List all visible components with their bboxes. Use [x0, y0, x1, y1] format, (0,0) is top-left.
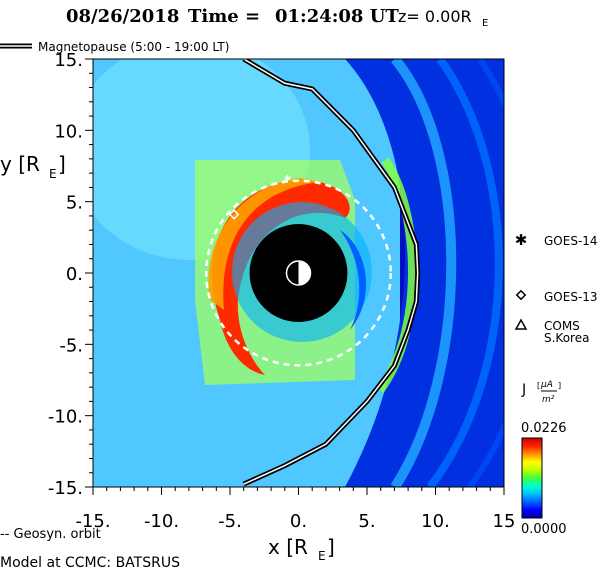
chart-title: 08/26/2018 Time = 01:24:08 UT z= 0.00R E: [66, 6, 488, 29]
legend-goes14: GOES-14: [544, 234, 598, 248]
x-tick-label: 15: [493, 511, 516, 532]
x-tick-label: 0.: [290, 511, 307, 532]
ring-current-edge: [208, 178, 320, 310]
sheath-region: [345, 59, 504, 487]
y-tick-label: 15.: [54, 50, 83, 71]
legend-geosync: -- Geosyn. orbit: [0, 527, 101, 542]
y-tick-label: 10.: [54, 121, 83, 142]
goes14-marker: *: [284, 173, 292, 189]
title-time-label: Time =: [188, 6, 260, 27]
x-tick-label: -10.: [144, 511, 179, 532]
bow-arc-1: [390, 59, 457, 487]
y-tick-label: 5.: [66, 193, 83, 214]
bow-arc-2: [426, 59, 503, 487]
y-tick-label: -5.: [59, 335, 83, 356]
ylabel-sub: E: [49, 167, 57, 181]
ylabel-text: y [R: [0, 152, 40, 176]
y-axis: 15. 10. 5. 0. -5. -10. -15.: [48, 50, 93, 499]
ring-current-hot: [212, 180, 350, 375]
x-tick-label: 5.: [358, 511, 375, 532]
plot-area: *: [93, 59, 504, 487]
colorbar-label: J: [521, 382, 526, 398]
xlabel-text: x [R: [268, 535, 308, 559]
title-z: z= 0.00R: [398, 7, 472, 26]
xlabel-bracket: ]: [327, 535, 335, 559]
xlabel-sub: E: [318, 549, 326, 563]
colorbar-max: 0.0226: [521, 421, 567, 436]
y-tick-label: -15.: [48, 478, 83, 499]
earth-icon: [285, 260, 312, 286]
x-tick-label: -15.: [75, 511, 110, 532]
y-tick-label: -10.: [48, 407, 83, 428]
satellite-legend: ✱ GOES-14 GOES-13 COMS S.Korea: [515, 231, 598, 345]
colorbar-unit-num: μA: [540, 380, 553, 390]
bow-arc-3: [467, 59, 504, 487]
magnetopause-legend: Magnetopause (5:00 - 19:00 LT): [0, 40, 229, 54]
geosync-orbit-circle: [204, 179, 393, 367]
colorbar-bracket-r: ]: [558, 381, 561, 390]
diamond-icon: [515, 289, 527, 301]
magnetopause-line-inner: [243, 59, 419, 485]
colorbar: J [ μA m² ] 0.0226 0.0000: [521, 380, 567, 537]
x-tick-label: -5.: [218, 511, 242, 532]
y-tick-label: 0.: [66, 264, 83, 285]
y-axis-label: y [R E ]: [0, 152, 66, 181]
legend-magnetopause-label: Magnetopause (5:00 - 19:00 LT): [38, 40, 229, 54]
legend-coms-country: S.Korea: [544, 331, 589, 345]
x-tick-label: 10.: [421, 511, 450, 532]
title-date: 08/26/2018: [66, 6, 179, 27]
colorbar-bar: [521, 437, 543, 519]
goes13-marker: [228, 209, 240, 220]
ylabel-bracket: ]: [58, 152, 66, 176]
legend-goes13: GOES-13: [544, 290, 598, 304]
footer-model: Model at CCMC: BATSRUS: [0, 555, 180, 571]
title-time: 01:24:08 UT: [275, 6, 399, 27]
colorbar-unit-den: m²: [542, 395, 555, 405]
x-axis-label: x [R E ]: [268, 535, 335, 563]
x-axis: -15. -10. -5. 0. 5. 10. 15: [75, 487, 515, 532]
colorbar-bracket-l: [: [537, 381, 540, 390]
triangle-icon: [514, 318, 528, 330]
colorbar-min: 0.0000: [521, 522, 567, 537]
asterisk-icon: ✱: [515, 231, 528, 249]
legend-coms: COMS: [544, 319, 580, 333]
inner-blue-swirl: [340, 230, 367, 330]
title-z-sub: E: [482, 18, 488, 29]
